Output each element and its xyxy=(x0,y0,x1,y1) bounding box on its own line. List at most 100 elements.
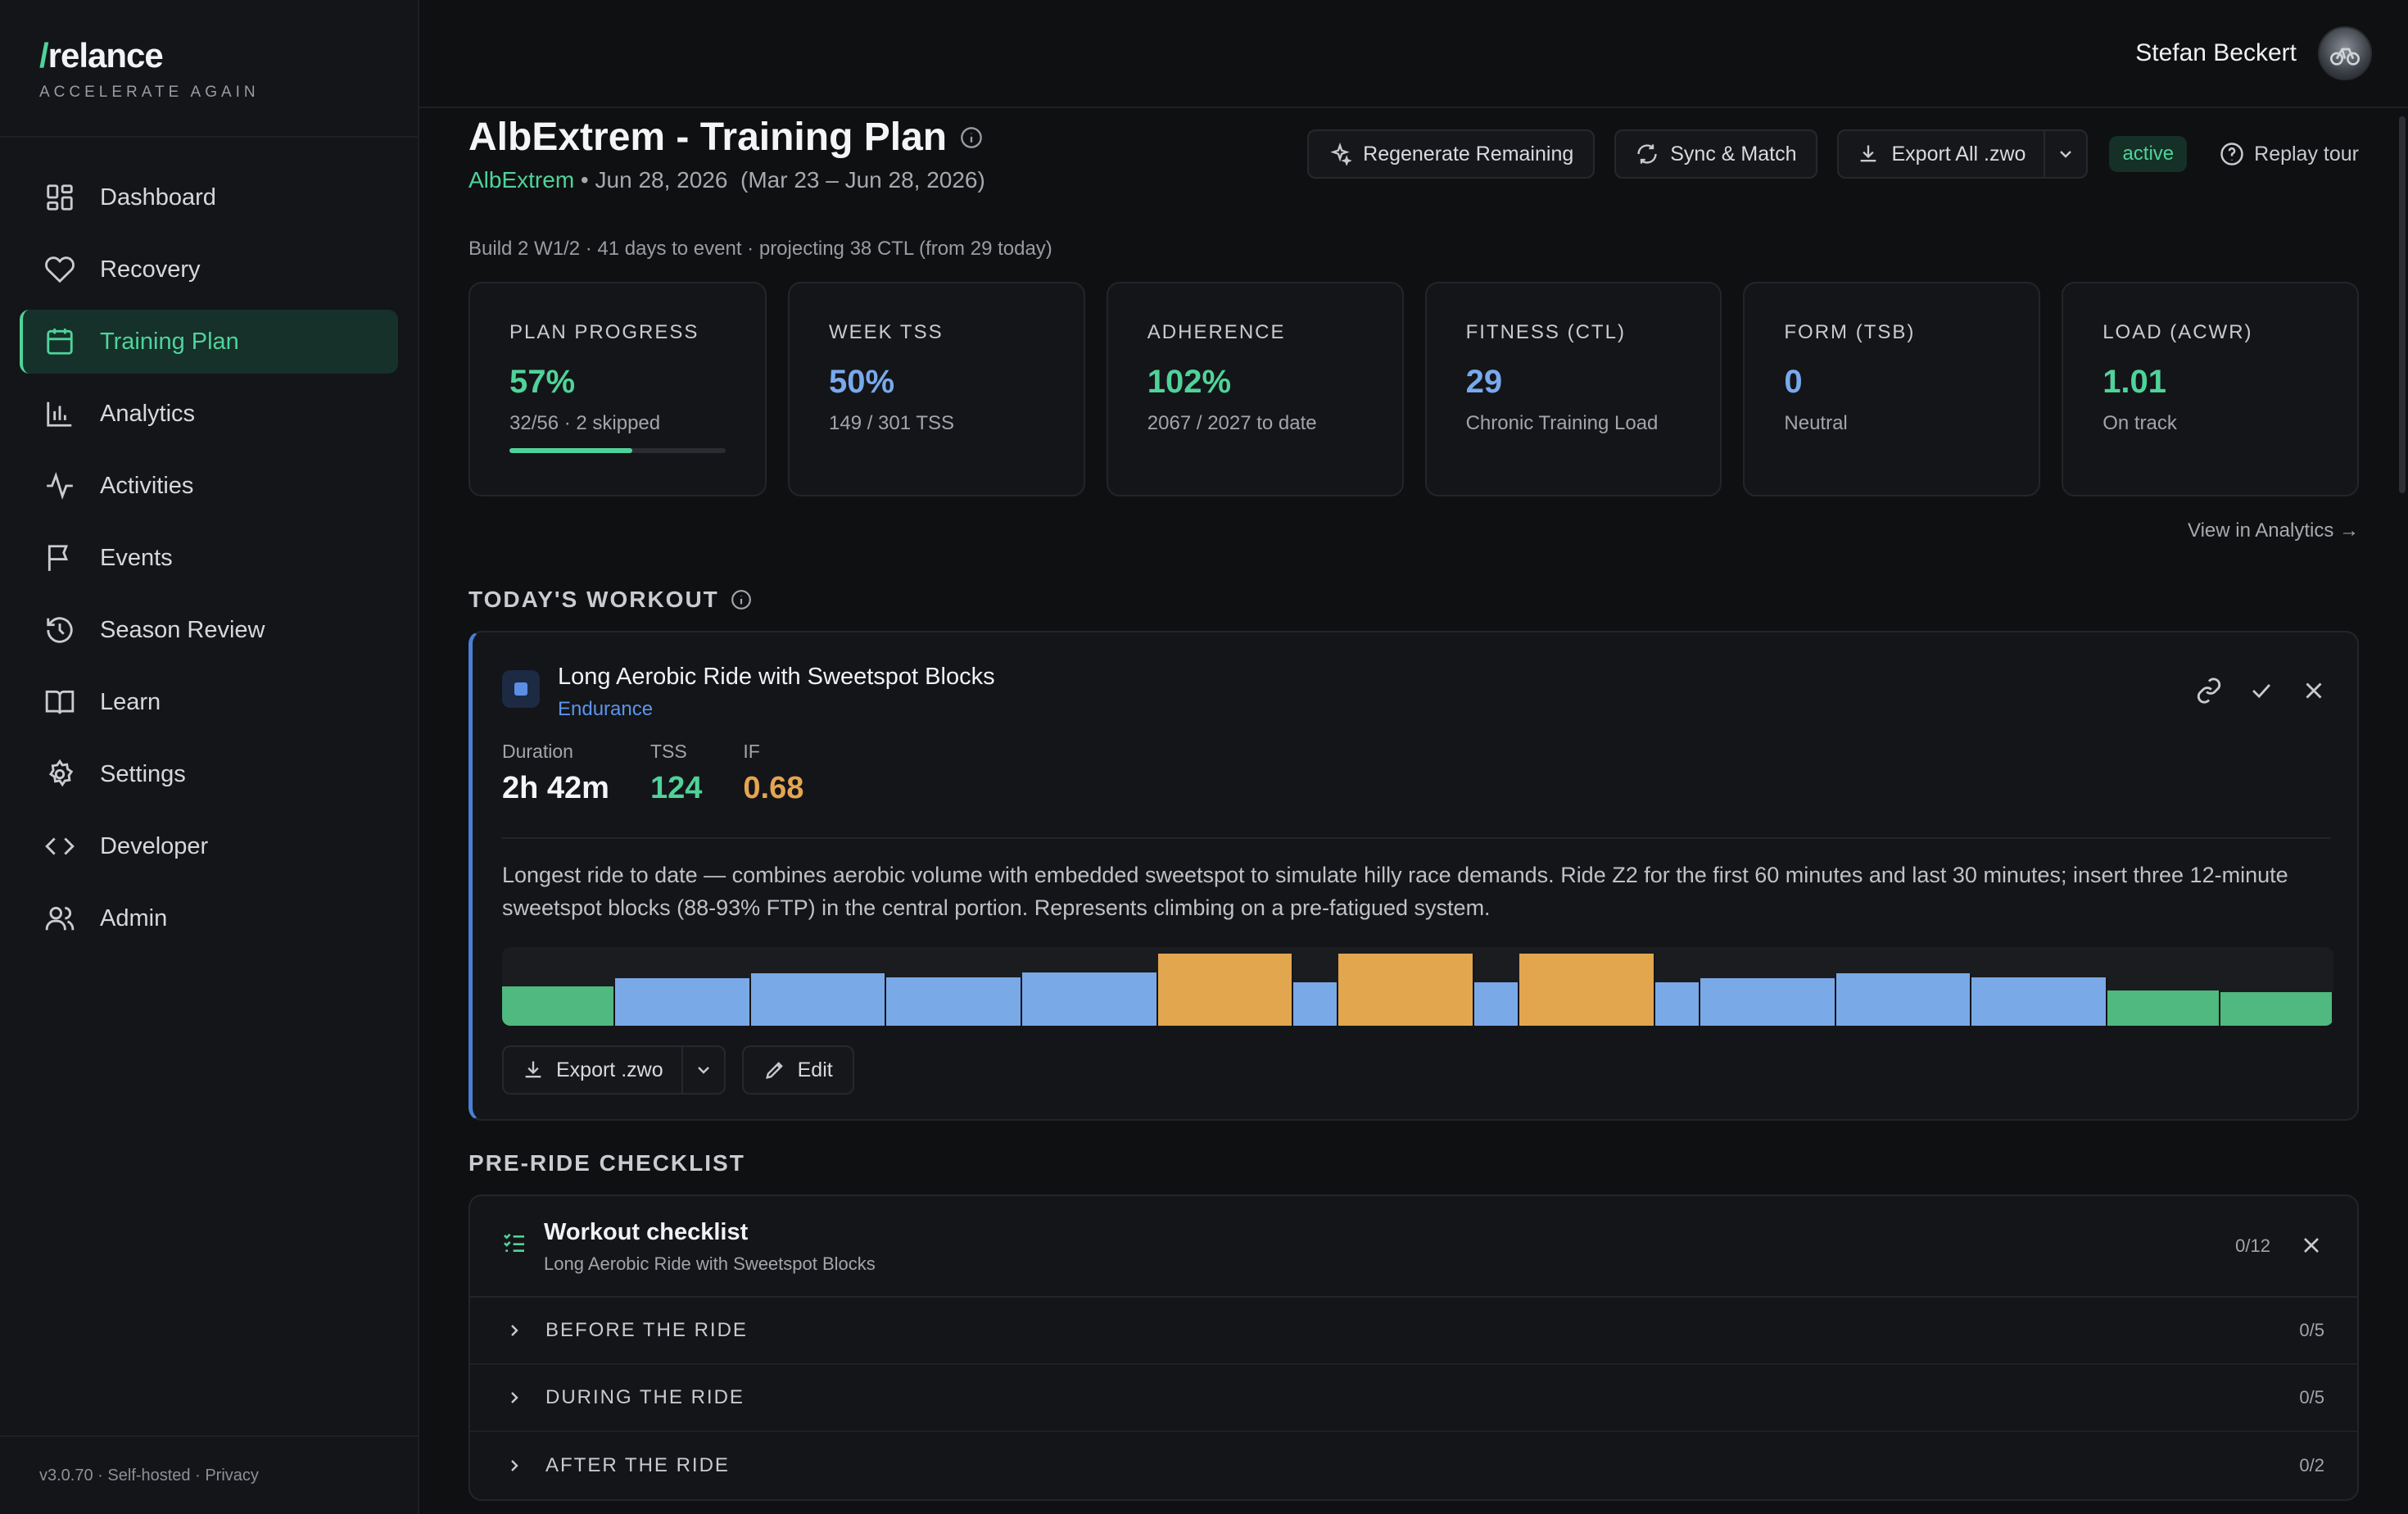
sidebar-item-analytics[interactable]: Analytics xyxy=(20,382,398,446)
metric-value: 2h 42m xyxy=(502,771,609,805)
workout-interval-recovery xyxy=(502,986,616,1026)
sidebar-item-developer[interactable]: Developer xyxy=(20,814,398,878)
sidebar-item-admin[interactable]: Admin xyxy=(20,886,398,950)
sync-match-button[interactable]: Sync & Match xyxy=(1614,129,1818,179)
workout-interval-endurance xyxy=(750,972,887,1026)
stat-card-adherence: ADHERENCE 102% 2067 / 2027 to date xyxy=(1106,282,1404,496)
export-all-split-button: Export All .zwo xyxy=(1837,129,2089,179)
checklist-group-before[interactable]: BEFORE THE RIDE 0/5 xyxy=(470,1298,2357,1365)
replay-label: Replay tour xyxy=(2254,142,2359,165)
stat-label: ADHERENCE xyxy=(1147,321,1286,343)
event-link[interactable]: AlbExtrem xyxy=(468,167,575,193)
sidebar: /relance ACCELERATE AGAIN Dashboard Reco… xyxy=(0,0,419,1514)
workout-profile-chart xyxy=(502,947,2333,1026)
stat-subtext: 149 / 301 TSS xyxy=(829,412,954,434)
info-icon[interactable] xyxy=(731,589,752,610)
sidebar-item-label: Events xyxy=(100,544,173,571)
chevron-right-icon xyxy=(511,1392,518,1403)
sidebar-item-dashboard[interactable]: Dashboard xyxy=(20,165,398,229)
workout-interval-recovery xyxy=(2220,991,2333,1026)
top-bar: Stefan Beckert xyxy=(419,0,2408,108)
check-icon[interactable] xyxy=(2247,677,2275,705)
workout-interval-endurance xyxy=(1700,978,1836,1026)
sidebar-item-season-review[interactable]: Season Review xyxy=(20,598,398,662)
chevron-right-icon xyxy=(511,1325,518,1336)
metric-value: 124 xyxy=(650,771,703,805)
workout-interval-endurance xyxy=(1474,982,1520,1026)
stat-subtext: Neutral xyxy=(1784,412,1848,434)
replay-tour-button[interactable]: Replay tour xyxy=(2220,142,2359,166)
sidebar-footer: v3.0.70 · Self-hosted · Privacy xyxy=(39,1466,259,1485)
plan-progress-bar xyxy=(509,448,726,453)
view-in-analytics-link[interactable]: View in Analytics → xyxy=(2188,519,2359,542)
checklist-group-label: AFTER THE RIDE xyxy=(545,1454,730,1476)
metric-duration: Duration 2h 42m xyxy=(502,741,609,806)
info-icon[interactable] xyxy=(960,126,983,149)
checklist-count: 0/12 xyxy=(2235,1235,2270,1256)
close-icon[interactable] xyxy=(2298,1232,2324,1258)
pre-ride-checklist-heading: PRE-RIDE CHECKLIST xyxy=(468,1150,745,1176)
sidebar-item-settings[interactable]: Settings xyxy=(20,742,398,806)
checklist-group-label: BEFORE THE RIDE xyxy=(545,1319,748,1341)
edit-workout-button[interactable]: Edit xyxy=(741,1045,854,1095)
workout-interval-endurance xyxy=(615,978,751,1026)
stat-card-plan-progress: PLAN PROGRESS 57% 32/56 · 2 skipped xyxy=(468,282,767,496)
sidebar-divider xyxy=(0,136,418,138)
avatar[interactable] xyxy=(2318,26,2372,80)
checklist-group-count: 0/5 xyxy=(2299,1320,2324,1340)
scrollbar[interactable] xyxy=(2397,108,2408,493)
sidebar-item-training-plan[interactable]: Training Plan xyxy=(20,310,398,374)
page-actions: Regenerate Remaining Sync & Match Export… xyxy=(1288,129,2359,179)
refresh-icon xyxy=(1637,144,1657,164)
export-options-toggle[interactable] xyxy=(2045,131,2086,177)
bicycle-icon xyxy=(2330,48,2360,66)
close-icon[interactable] xyxy=(2300,677,2328,705)
workout-title[interactable]: Long Aerobic Ride with Sweetspot Blocks xyxy=(558,664,995,690)
brand[interactable]: /relance ACCELERATE AGAIN xyxy=(39,36,260,102)
sidebar-item-learn[interactable]: Learn xyxy=(20,670,398,734)
checklist-group-after[interactable]: AFTER THE RIDE 0/2 xyxy=(470,1432,2357,1499)
checklist-group-during[interactable]: DURING THE RIDE 0/5 xyxy=(470,1365,2357,1432)
user-menu[interactable]: Stefan Beckert xyxy=(2135,26,2372,80)
export-all-button[interactable]: Export All .zwo xyxy=(1839,131,2046,177)
workout-metrics: Duration 2h 42m TSS 124 IF 0.68 xyxy=(502,741,803,806)
stat-card-fitness: FITNESS (CTL) 29 Chronic Training Load xyxy=(1424,282,1722,496)
metric-label: IF xyxy=(743,741,760,762)
bar-chart-icon xyxy=(47,401,72,427)
stat-label: FORM (TSB) xyxy=(1784,321,1916,343)
sidebar-item-activities[interactable]: Activities xyxy=(20,454,398,518)
stat-card-form: FORM (TSB) 0 Neutral xyxy=(1743,282,2041,496)
sidebar-item-recovery[interactable]: Recovery xyxy=(20,238,398,301)
heart-icon xyxy=(45,256,75,283)
sidebar-item-events[interactable]: Events xyxy=(20,526,398,590)
brand-tagline: ACCELERATE AGAIN xyxy=(39,84,260,101)
event-date: • Jun 28, 2026 (Mar 23 – Jun 28, 2026) xyxy=(574,167,985,193)
edit-label: Edit xyxy=(797,1058,833,1081)
stat-label: WEEK TSS xyxy=(829,321,944,343)
workout-interval-endurance xyxy=(886,977,1022,1026)
stat-subtext: 32/56 · 2 skipped xyxy=(509,412,661,434)
sidebar-item-label: Recovery xyxy=(100,256,201,283)
todays-workout-card: Long Aerobic Ride with Sweetspot Blocks … xyxy=(468,631,2359,1121)
checklist-group-count: 0/2 xyxy=(2299,1455,2324,1475)
workout-interval-endurance xyxy=(1835,972,1972,1026)
export-zwo-options-toggle[interactable] xyxy=(683,1047,724,1093)
regenerate-button[interactable]: Regenerate Remaining xyxy=(1307,129,1596,179)
flag-icon xyxy=(48,545,69,571)
metric-value: 0.68 xyxy=(743,771,804,805)
divider xyxy=(502,837,2330,839)
sidebar-item-label: Season Review xyxy=(100,616,265,643)
link-icon[interactable] xyxy=(2195,677,2223,705)
sidebar-item-label: Activities xyxy=(100,472,194,499)
chevron-right-icon xyxy=(511,1460,518,1471)
stat-value: 102% xyxy=(1147,364,1232,400)
chevron-down-icon xyxy=(697,1067,709,1074)
export-zwo-button[interactable]: Export .zwo xyxy=(504,1047,683,1093)
workout-interval-endurance xyxy=(1021,972,1158,1026)
workout-description: Longest ride to date — combines aerobic … xyxy=(502,863,2288,920)
workout-interval-endurance xyxy=(1654,982,1701,1026)
stat-cards: PLAN PROGRESS 57% 32/56 · 2 skipped WEEK… xyxy=(468,282,2359,496)
workout-interval-endurance xyxy=(1293,982,1339,1026)
sidebar-footer-divider xyxy=(0,1435,418,1437)
workout-interval-endurance xyxy=(1971,977,2107,1026)
